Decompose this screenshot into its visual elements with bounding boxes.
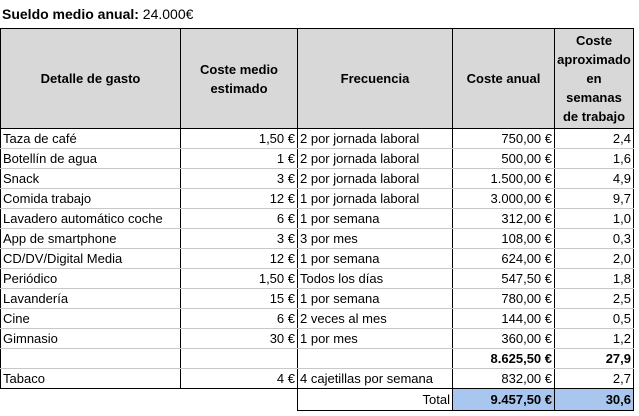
cell-weeks: 2,0: [554, 248, 634, 269]
header-semanas: Coste aproximado en semanas de trabajo: [554, 28, 634, 129]
cell-annual: 780,00 €: [452, 288, 555, 309]
cell-weeks: 2,5: [554, 288, 634, 309]
cell-cost: 1,50 €: [180, 128, 298, 149]
cell-detail: Cine: [0, 308, 181, 329]
cell-detail: Lavandería: [0, 288, 181, 309]
cell-frequency: 2 por jornada laboral: [297, 168, 453, 189]
subtotal-row: 8.625,50 € 27,9: [0, 348, 634, 369]
cell-annual: 360,00 €: [452, 328, 555, 349]
cell-cost: 1,50 €: [180, 268, 298, 289]
table-row: App de smartphone 3 €3 por mes 108,00 €0,3: [0, 228, 634, 249]
total-empty-2: [180, 388, 298, 411]
table-row: Cine 6 €2 veces al mes 144,00 €0,5: [0, 308, 634, 329]
cell-annual: 312,00 €: [452, 208, 555, 229]
cell-cost: 12 €: [180, 248, 298, 269]
tobacco-weeks: 2,7: [554, 368, 634, 389]
cell-frequency: 1 por semana: [297, 208, 453, 229]
cell-annual: 108,00 €: [452, 228, 555, 249]
table-row: Gimnasio 30 €1 por mes 360,00 €1,2: [0, 328, 634, 349]
cell-weeks: 1,6: [554, 148, 634, 169]
cell-annual: 750,00 €: [452, 128, 555, 149]
salary-line: Sueldo medio anual: 24.000€: [0, 0, 639, 28]
total-empty-1: [0, 388, 181, 411]
cell-annual: 144,00 €: [452, 308, 555, 329]
subtotal-empty-3: [297, 348, 453, 369]
cell-detail: Taza de café: [0, 128, 181, 149]
salary-label: Sueldo medio anual:: [2, 6, 139, 22]
cell-weeks: 4,9: [554, 168, 634, 189]
tobacco-cost: 4 €: [180, 368, 298, 389]
table-row: Lavadero automático coche 6 €1 por semana…: [0, 208, 634, 229]
subtotal-weeks: 27,9: [554, 348, 634, 369]
table-row: Comida trabajo 12 €1 por jornada laboral 3…: [0, 188, 634, 209]
subtotal-annual: 8.625,50 €: [452, 348, 555, 369]
total-row: Total 9.457,50 € 30,6: [0, 388, 634, 411]
cell-weeks: 1,8: [554, 268, 634, 289]
cell-cost: 30 €: [180, 328, 298, 349]
cell-frequency: Todos los días: [297, 268, 453, 289]
cell-frequency: 1 por semana: [297, 248, 453, 269]
subtotal-empty-2: [180, 348, 298, 369]
header-frecuencia: Frecuencia: [297, 28, 453, 129]
cell-cost: 6 €: [180, 208, 298, 229]
tobacco-detail: Tabaco: [0, 368, 181, 389]
cell-annual: 547,50 €: [452, 268, 555, 289]
table-row: Taza de café 1,50 €2 por jornada laboral 7…: [0, 128, 634, 149]
tobacco-row: Tabaco 4 € 4 cajetillas por semana 832,0…: [0, 368, 634, 389]
cell-detail: Comida trabajo: [0, 188, 181, 209]
total-label: Total: [297, 388, 453, 411]
total-weeks: 30,6: [554, 388, 634, 411]
cell-cost: 3 €: [180, 168, 298, 189]
cell-frequency: 1 por semana: [297, 288, 453, 309]
cell-cost: 15 €: [180, 288, 298, 309]
table-row: CD/DV/Digital Media 12 €1 por semana 624,0…: [0, 248, 634, 269]
header-coste-medio: Coste medio estimado: [180, 28, 298, 129]
cell-frequency: 1 por jornada laboral: [297, 188, 453, 209]
cell-weeks: 2,4: [554, 128, 634, 149]
header-row: Detalle de gasto Coste medio estimado Fr…: [0, 28, 634, 129]
cell-detail: App de smartphone: [0, 228, 181, 249]
cell-weeks: 1,0: [554, 208, 634, 229]
cell-frequency: 2 veces al mes: [297, 308, 453, 329]
table-row: Botellín de agua 1 €2 por jornada laboral…: [0, 148, 634, 169]
subtotal-empty-1: [0, 348, 181, 369]
cell-detail: Lavadero automático coche: [0, 208, 181, 229]
salary-value: 24.000€: [142, 6, 194, 22]
cell-weeks: 0,3: [554, 228, 634, 249]
cell-annual: 1.500,00 €: [452, 168, 555, 189]
cell-annual: 3.000,00 €: [452, 188, 555, 209]
cell-weeks: 0,5: [554, 308, 634, 329]
table-row: Periódico 1,50 € Todos los días 547,50 €1,8: [0, 268, 634, 289]
tobacco-frequency: 4 cajetillas por semana: [297, 368, 453, 389]
cell-detail: Gimnasio: [0, 328, 181, 349]
cell-cost: 3 €: [180, 228, 298, 249]
tobacco-annual: 832,00 €: [452, 368, 555, 389]
cell-detail: CD/DV/Digital Media: [0, 248, 181, 269]
cell-cost: 1 €: [180, 148, 298, 169]
cell-weeks: 1,2: [554, 328, 634, 349]
cell-annual: 500,00 €: [452, 148, 555, 169]
cell-cost: 12 €: [180, 188, 298, 209]
cell-frequency: 1 por mes: [297, 328, 453, 349]
header-detalle: Detalle de gasto: [0, 28, 181, 129]
cell-detail: Snack: [0, 168, 181, 189]
cell-detail: Botellín de agua: [0, 148, 181, 169]
table-row: Snack 3 €2 por jornada laboral 1.500,00 €4…: [0, 168, 634, 189]
header-coste-anual: Coste anual: [452, 28, 555, 129]
cell-frequency: 2 por jornada laboral: [297, 148, 453, 169]
expenses-table: Detalle de gasto Coste medio estimado Fr…: [0, 28, 634, 411]
cell-detail: Periódico: [0, 268, 181, 289]
cell-frequency: 3 por mes: [297, 228, 453, 249]
table-row: Lavandería 15 €1 por semana 780,00 €2,5: [0, 288, 634, 309]
cell-weeks: 9,7: [554, 188, 634, 209]
cell-frequency: 2 por jornada laboral: [297, 128, 453, 149]
cell-cost: 6 €: [180, 308, 298, 329]
total-annual: 9.457,50 €: [452, 388, 555, 411]
cell-annual: 624,00 €: [452, 248, 555, 269]
